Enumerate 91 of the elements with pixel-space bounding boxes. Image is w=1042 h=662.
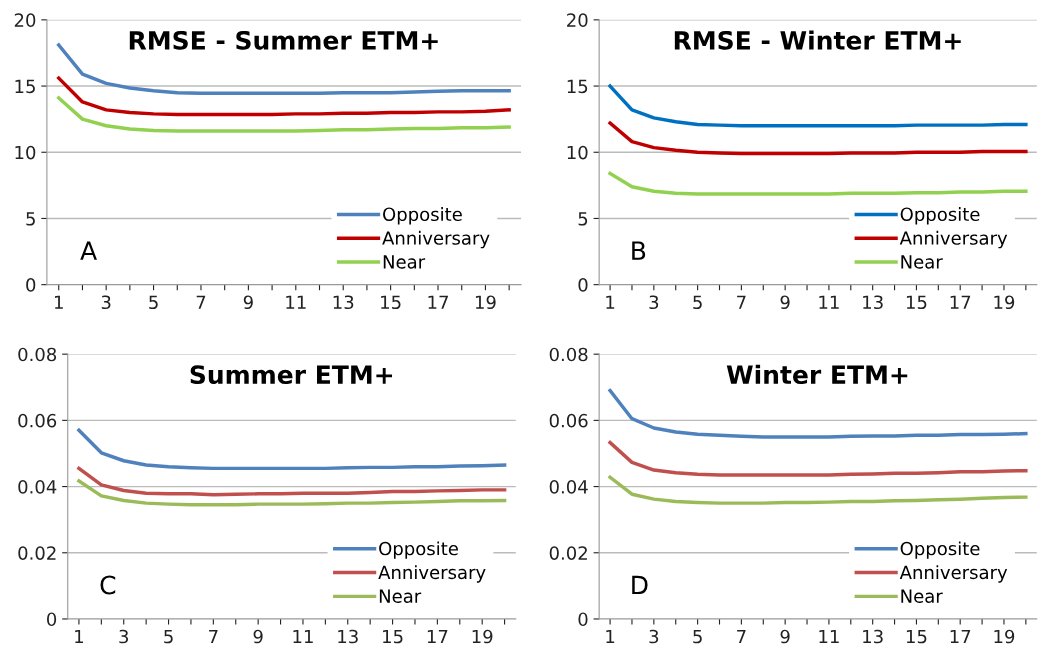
line-series [608,171,1028,196]
y-tick-label: 20 [567,13,588,27]
annotation: C [100,575,116,595]
line-series [57,96,511,133]
x-tick-label: 1 [54,295,63,309]
x-tick-label: 7 [737,295,746,309]
y-tick-label: 0.04 [549,480,588,494]
x-tick-label: 5 [693,295,702,310]
x-tick-label: 15 [381,295,401,310]
x-tick-label: 19 [475,295,496,310]
x-tick-label: 7 [737,629,746,644]
x-tick-label: 1 [75,629,84,644]
x-tick-label: 9 [243,295,253,310]
y-tick-label: 0 [578,612,588,627]
x-tick-label: 13 [863,295,883,310]
y-tick-label: 0 [578,278,588,292]
y-tick-label: 5 [578,212,588,226]
y-tick-label: 0.08 [549,347,588,362]
x-tick-label: 9 [780,629,790,644]
y-tick-label: 0 [47,612,57,627]
x-tick-label: 19 [994,295,1015,310]
y-tick-label: 0 [26,278,36,292]
x-tick-label: 3 [649,629,659,644]
x-tick-label: 1 [606,295,615,309]
x-tick-label: 5 [149,295,158,310]
y-tick-label: 10 [567,145,588,160]
legend-label: Near [383,255,426,269]
legend-label: Opposite [379,541,458,559]
x-tick-label: 15 [906,295,927,310]
y-tick-label: 20 [14,13,36,27]
chart-title: RMSE - Summer ETM+ [129,30,438,50]
x-tick-label: 11 [286,295,306,309]
line-series [608,388,1028,439]
legend-label: Near [901,589,943,603]
x-tick-label: 11 [293,629,313,644]
legend-label: Anniversary [378,565,486,583]
line-series [77,466,507,497]
legend-label: Anniversary [899,230,1008,249]
legend-label: Near [379,589,422,603]
legend-label: Near [901,255,943,269]
legend-label: Opposite [900,207,980,225]
line-series [77,428,507,471]
line-series [608,475,1028,505]
x-tick-label: 3 [101,295,111,310]
line-series [57,76,511,117]
y-tick-label: 0.06 [18,413,57,428]
x-tick-label: 17 [428,295,448,309]
x-tick-label: 19 [472,629,493,644]
line-series [608,440,1028,477]
x-tick-label: 7 [196,295,206,309]
legend-label: Anniversary [899,565,1008,583]
chart-title: Winter ETM+ [726,364,908,385]
annotation: B [632,241,646,260]
x-tick-label: 15 [906,629,927,644]
y-tick-label: 0.02 [18,546,56,560]
y-tick-label: 15 [15,79,35,94]
chart-title: Summer ETM+ [190,365,393,385]
chart-title: RMSE - Winter ETM+ [674,30,961,50]
x-tick-label: 9 [253,629,263,644]
y-tick-label: 5 [26,212,35,226]
x-tick-label: 5 [164,629,173,644]
x-tick-label: 13 [333,295,354,310]
annotation: D [632,575,648,595]
x-tick-label: 5 [693,629,702,644]
legend-label: Opposite [900,541,980,559]
x-tick-label: 17 [427,629,448,644]
legend-label: Opposite [383,207,462,225]
x-tick-label: 11 [819,295,839,309]
y-tick-label: 0.06 [549,413,588,428]
x-tick-label: 9 [780,295,790,310]
x-tick-label: 13 [863,629,883,644]
x-tick-label: 11 [819,629,839,644]
line-series [608,84,1028,128]
x-tick-label: 7 [209,629,218,644]
y-tick-label: 10 [15,145,36,160]
x-tick-label: 1 [606,629,615,644]
y-tick-label: 0.04 [18,480,57,494]
line-series [608,121,1028,156]
x-tick-label: 3 [119,629,129,644]
y-tick-label: 0.08 [18,347,57,362]
y-tick-label: 0.02 [549,546,587,560]
legend-label: Anniversary [382,230,490,249]
x-tick-label: 17 [950,629,971,644]
x-tick-label: 15 [383,629,403,644]
x-tick-label: 17 [950,295,971,309]
x-tick-label: 13 [338,629,358,644]
x-tick-label: 3 [649,295,659,310]
y-tick-label: 15 [567,79,588,94]
line-series [77,479,507,507]
annotation: A [80,241,97,260]
x-tick-label: 19 [994,629,1015,644]
